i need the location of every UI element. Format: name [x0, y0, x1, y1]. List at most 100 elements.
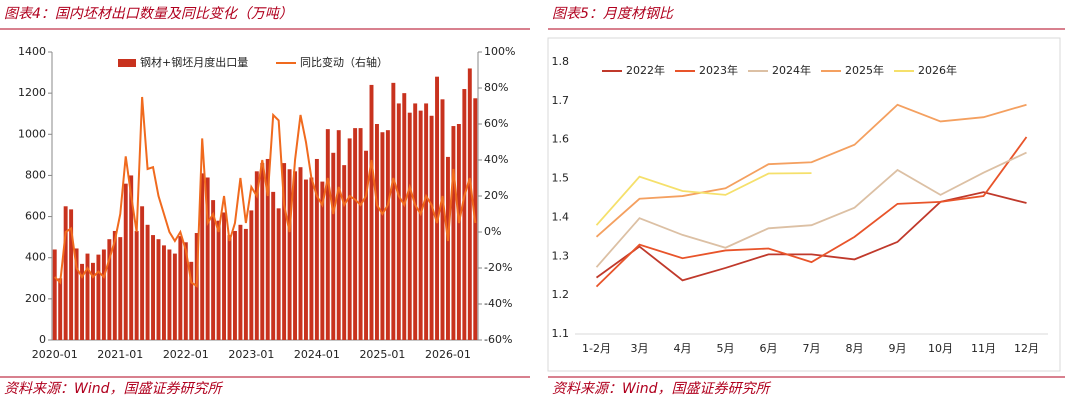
- source-note: 资料来源：Wind，国盛证券研究所: [552, 381, 771, 397]
- bar: [232, 230, 237, 340]
- y-tick-label: 600: [25, 210, 46, 223]
- bar: [336, 130, 341, 340]
- bar: [172, 253, 177, 340]
- line-series: [595, 151, 1027, 268]
- bar: [462, 89, 467, 341]
- x-tick-label: 2021-01: [97, 348, 143, 361]
- x-tick-label: 12月: [1014, 342, 1039, 355]
- bar: [276, 208, 281, 340]
- bar: [260, 163, 265, 340]
- y2-tick-label: -40%: [484, 297, 512, 310]
- x-tick-label: 2023-01: [228, 348, 274, 361]
- bar: [303, 179, 308, 340]
- y-tick-label: 1400: [18, 45, 46, 58]
- bar: [167, 249, 172, 340]
- y2-tick-label: 60%: [484, 117, 508, 130]
- bar: [265, 158, 270, 340]
- bar: [52, 249, 57, 340]
- bar: [74, 248, 79, 340]
- bar: [435, 76, 440, 340]
- chart-title: 图表5：月度材钢比: [552, 6, 675, 22]
- bar: [140, 206, 145, 340]
- bar: [200, 173, 205, 340]
- x-tick-label: 4月: [674, 342, 692, 355]
- chart-frame: [547, 37, 1061, 372]
- line-series: [595, 172, 812, 226]
- x-tick-label: 2024-01: [294, 348, 340, 361]
- bar: [369, 84, 374, 341]
- bar: [96, 254, 101, 340]
- bar: [107, 239, 112, 340]
- x-tick-label: 2025-01: [359, 348, 405, 361]
- x-tick-label: 7月: [803, 342, 821, 355]
- y-tick-label: 1.4: [552, 210, 570, 223]
- y-tick-label: 1200: [18, 86, 46, 99]
- bar: [134, 230, 139, 340]
- bar: [440, 99, 445, 340]
- bar: [118, 237, 123, 340]
- bar: [161, 245, 166, 340]
- bar: [331, 152, 336, 340]
- bar: [402, 93, 407, 341]
- bar: [424, 103, 429, 340]
- bar: [347, 138, 352, 340]
- bar: [85, 253, 90, 340]
- x-tick-label: 6月: [760, 342, 778, 355]
- x-tick-label: 10月: [928, 342, 953, 355]
- x-tick-label: 3月: [631, 342, 649, 355]
- bar: [211, 200, 216, 340]
- bar: [320, 181, 325, 340]
- y2-tick-label: 40%: [484, 153, 508, 166]
- x-tick-label: 1-2月: [582, 342, 611, 355]
- bar: [429, 115, 434, 341]
- bar: [189, 261, 194, 340]
- y-tick-label: 1000: [18, 127, 46, 140]
- bar: [151, 235, 156, 340]
- bar: [325, 129, 330, 340]
- y2-tick-label: -60%: [484, 333, 512, 346]
- x-tick-label: 11月: [971, 342, 996, 355]
- x-tick-label: 9月: [889, 342, 907, 355]
- bar: [123, 183, 128, 340]
- bar: [58, 278, 63, 340]
- bar: [243, 228, 248, 340]
- y-tick-label: 1.3: [552, 249, 570, 262]
- bar: [238, 224, 243, 340]
- bar: [254, 171, 259, 340]
- bar: [385, 130, 390, 340]
- y2-tick-label: 80%: [484, 81, 508, 94]
- line-series: [595, 191, 1027, 282]
- bar: [216, 220, 221, 340]
- x-tick-label: 5月: [717, 342, 735, 355]
- bar: [342, 165, 347, 340]
- y2-tick-label: 0%: [484, 225, 501, 238]
- bar: [271, 191, 276, 340]
- x-tick-label: 2026-01: [425, 348, 471, 361]
- y-tick-label: 400: [25, 251, 46, 264]
- y-tick-label: 200: [25, 292, 46, 305]
- bar: [358, 128, 363, 340]
- bar: [391, 82, 396, 340]
- y-tick-label: 1.2: [552, 288, 570, 301]
- chart-title: 图表4：国内坯材出口数量及同比变化（万吨）: [4, 6, 293, 22]
- x-tick-label: 2022-01: [163, 348, 209, 361]
- bar: [353, 128, 358, 340]
- bar: [293, 171, 298, 340]
- legend-label: 2022年: [626, 63, 665, 77]
- bar: [380, 132, 385, 340]
- legend-label: 钢材+钢坯月度出口量: [140, 55, 248, 69]
- bar: [101, 249, 106, 340]
- bar: [314, 158, 319, 340]
- x-tick-label: 8月: [846, 342, 864, 355]
- bar: [249, 210, 254, 340]
- line-series: [595, 136, 1028, 288]
- y2-tick-label: 100%: [484, 45, 515, 58]
- bar: [63, 206, 68, 340]
- line-series: [595, 103, 1027, 238]
- y-tick-label: 1.6: [552, 133, 570, 146]
- y-tick-label: 1.5: [552, 172, 570, 185]
- legend-label: 同比变动（右轴）: [300, 55, 388, 69]
- bar: [456, 124, 461, 340]
- y2-tick-label: -20%: [484, 261, 512, 274]
- bar: [222, 212, 227, 340]
